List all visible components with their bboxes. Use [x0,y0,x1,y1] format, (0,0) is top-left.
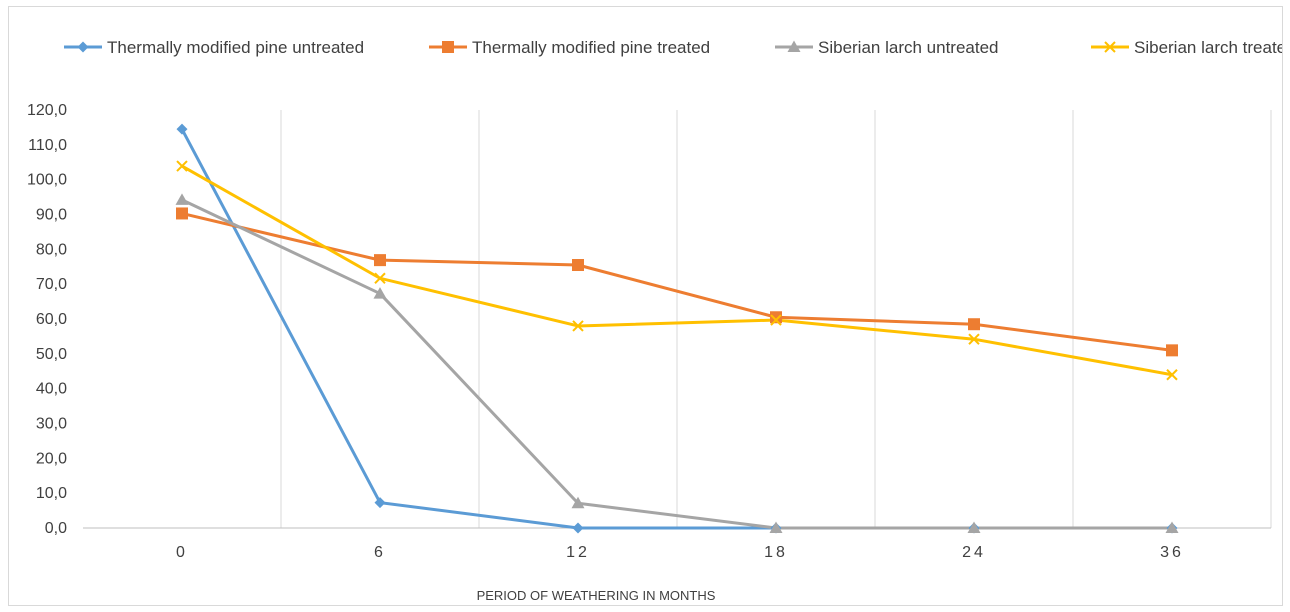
data-point [176,123,188,135]
y-tick-label: 30,0 [36,416,67,433]
data-point [374,497,386,509]
x-tick-label: 18 [764,544,788,561]
y-tick-label: 50,0 [36,346,67,363]
legend-label: Siberian larch treated [1134,38,1282,57]
series-markers [175,123,1179,534]
data-point [373,287,387,299]
legend-label: Siberian larch untreated [818,38,999,57]
data-point [967,521,981,533]
x-tick-label: 0 [176,544,188,561]
series-line [181,164,1173,377]
series-line [181,211,1173,352]
series-line [181,198,1172,530]
y-tick-label: 40,0 [36,381,67,398]
x-axis-title: PERIOD OF WEATHERING IN MONTHS [477,588,716,603]
legend-item: Siberian larch treated [1091,38,1290,57]
chart-gridlines [83,110,1272,529]
legend-item: Siberian larch untreated [775,38,999,57]
data-point [968,318,980,331]
x-tick-label: 36 [1160,544,1184,561]
legend-item: Thermally modified pine untreated [64,38,364,57]
legend-label: Thermally modified pine treated [472,38,710,57]
legend-marker [442,41,454,53]
y-tick-label: 80,0 [36,241,67,258]
data-point [374,254,386,267]
data-point [572,522,584,534]
y-tick-label: 120,0 [27,102,67,119]
chart-frame: Thermally modified pine untreated Thermal… [8,6,1290,606]
x-tick-label: 12 [566,544,590,561]
data-point [1165,521,1179,533]
chart-legend: Thermally modified pine untreated Thermal… [64,38,1290,57]
data-point [1166,344,1178,357]
y-axis-ticks: 0,0 10,0 20,0 30,0 40,0 50,0 60,0 70,0 80,0 90,0 1… [27,102,67,537]
data-point [374,272,386,284]
y-tick-label: 90,0 [36,207,67,224]
x-tick-label: 24 [962,544,986,561]
data-point [176,207,188,220]
data-point [572,320,584,332]
data-point [572,259,584,272]
data-point [968,333,980,345]
data-point [770,311,782,324]
y-tick-label: 100,0 [27,172,67,189]
data-point [176,160,188,172]
legend-item: Thermally modified pine treated [429,38,710,57]
y-tick-label: 70,0 [36,276,67,293]
legend-marker [787,40,801,52]
data-point [1166,369,1178,381]
data-point [770,314,782,326]
series-lines [180,128,1173,530]
y-tick-label: 10,0 [36,485,67,502]
line-chart: Thermally modified pine untreated Thermal… [27,38,1290,603]
x-axis-ticks: 0 6 12 18 24 36 [176,544,1184,561]
y-tick-label: 60,0 [36,311,67,328]
data-point [769,521,783,533]
y-tick-label: 0,0 [45,520,67,537]
legend-marker [1104,41,1116,53]
y-tick-label: 20,0 [36,450,67,467]
x-tick-label: 6 [374,544,386,561]
data-point [571,496,585,509]
legend-marker [77,41,89,53]
y-tick-label: 110,0 [28,137,67,154]
data-point [175,193,189,205]
legend-label: Thermally modified pine untreated [107,38,364,57]
